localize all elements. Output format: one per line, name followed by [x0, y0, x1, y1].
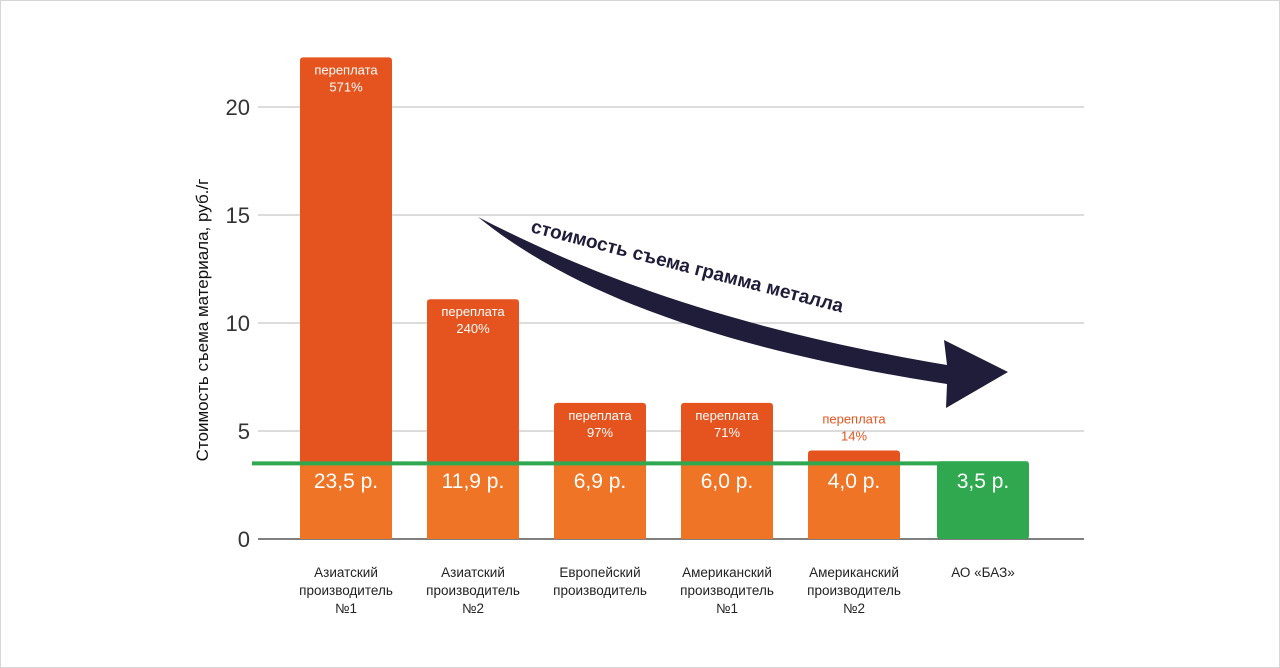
bar-value-label: 3,5 р. [957, 470, 1010, 493]
y-tick-label: 0 [238, 527, 250, 552]
x-category-label: производитель [680, 583, 774, 598]
x-category-label: производитель [426, 583, 520, 598]
x-category-label: производитель [807, 583, 901, 598]
overpay-label: переплата [314, 62, 378, 77]
bar-value-label: 6,9 р. [574, 470, 627, 493]
overpay-label: 14% [841, 428, 867, 443]
y-tick-label: 5 [238, 419, 250, 444]
trend-arrow [478, 217, 1008, 408]
y-tick-label: 10 [226, 311, 250, 336]
x-category-label: №1 [335, 601, 357, 616]
overpay-label: 240% [456, 321, 490, 336]
overpay-label: 97% [587, 425, 613, 440]
overpay-label: 71% [714, 425, 740, 440]
x-category-label: №2 [462, 601, 484, 616]
x-category-label: Американский [682, 565, 772, 580]
x-category-label: производитель [553, 583, 647, 598]
x-category-label: Азиатский [441, 565, 505, 580]
y-axis-label: Стоимость съема материала, руб./г [193, 179, 212, 462]
bar-overpay-segment [300, 57, 392, 466]
x-category-label: Американский [809, 565, 899, 580]
overpay-label: переплата [568, 408, 632, 423]
bar-base-segment [300, 463, 392, 539]
x-category-label: АО «БАЗ» [951, 565, 1015, 580]
bar-overpay-segment [681, 402, 773, 466]
x-category-label: Азиатский [314, 565, 378, 580]
y-tick-label: 15 [226, 203, 250, 228]
x-category-label: производитель [299, 583, 393, 598]
bar-overpay-segment [554, 402, 646, 466]
bar-base-segment [808, 463, 900, 539]
bar-baz [937, 461, 1029, 539]
overpay-label: переплата [441, 304, 505, 319]
y-tick-label: 20 [226, 95, 250, 120]
x-category-label: №1 [716, 601, 738, 616]
overpay-label: переплата [695, 408, 759, 423]
x-category-label: №2 [843, 601, 865, 616]
overpay-label: переплата [822, 411, 886, 426]
bar-base-segment [681, 463, 773, 539]
bar-value-label: 4,0 р. [828, 470, 881, 493]
x-category-label: Европейский [559, 565, 640, 580]
bar-base-segment [427, 463, 519, 539]
bar-value-label: 6,0 р. [701, 470, 754, 493]
bar-base-segment [554, 463, 646, 539]
bar-value-label: 23,5 р. [314, 470, 378, 493]
bar-value-label: 11,9 р. [442, 470, 505, 493]
overpay-label: 571% [329, 79, 363, 94]
bar-overpay-segment [427, 299, 519, 466]
